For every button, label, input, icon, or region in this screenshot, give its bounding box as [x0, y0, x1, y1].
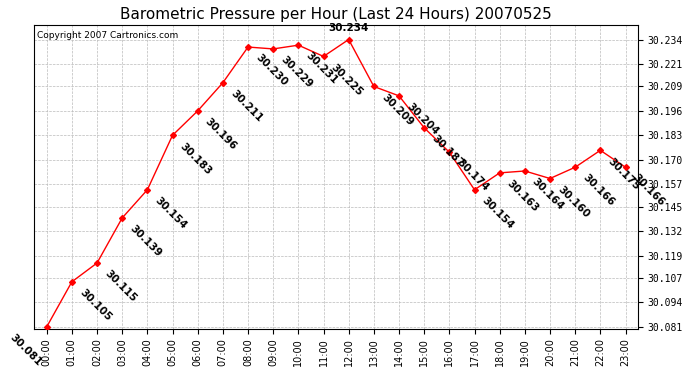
Text: Copyright 2007 Cartronics.com: Copyright 2007 Cartronics.com [37, 31, 179, 40]
Text: 30.187: 30.187 [430, 134, 465, 169]
Text: 30.204: 30.204 [404, 101, 440, 137]
Text: 30.164: 30.164 [531, 177, 566, 212]
Text: 30.211: 30.211 [228, 88, 264, 124]
Text: 30.139: 30.139 [128, 224, 164, 259]
Text: 30.115: 30.115 [103, 268, 138, 304]
Text: 30.105: 30.105 [77, 287, 113, 323]
Text: 30.229: 30.229 [279, 54, 314, 90]
Title: Barometric Pressure per Hour (Last 24 Hours) 20070525: Barometric Pressure per Hour (Last 24 Ho… [120, 7, 552, 22]
Text: 30.225: 30.225 [329, 62, 364, 98]
Text: 30.183: 30.183 [178, 141, 214, 176]
Text: 30.163: 30.163 [505, 178, 541, 214]
Text: 30.231: 30.231 [304, 51, 339, 86]
Text: 30.209: 30.209 [380, 92, 415, 128]
Text: 30.081: 30.081 [8, 332, 44, 368]
Text: 30.154: 30.154 [153, 195, 188, 231]
Text: 30.174: 30.174 [455, 158, 491, 194]
Text: 30.230: 30.230 [254, 53, 289, 88]
Text: 30.196: 30.196 [204, 117, 239, 152]
Text: 30.234: 30.234 [328, 22, 369, 33]
Text: 30.154: 30.154 [480, 195, 515, 231]
Text: 30.175: 30.175 [606, 156, 642, 192]
Text: 30.166: 30.166 [581, 173, 616, 208]
Text: 30.160: 30.160 [555, 184, 591, 220]
Text: 30.166: 30.166 [631, 173, 667, 208]
